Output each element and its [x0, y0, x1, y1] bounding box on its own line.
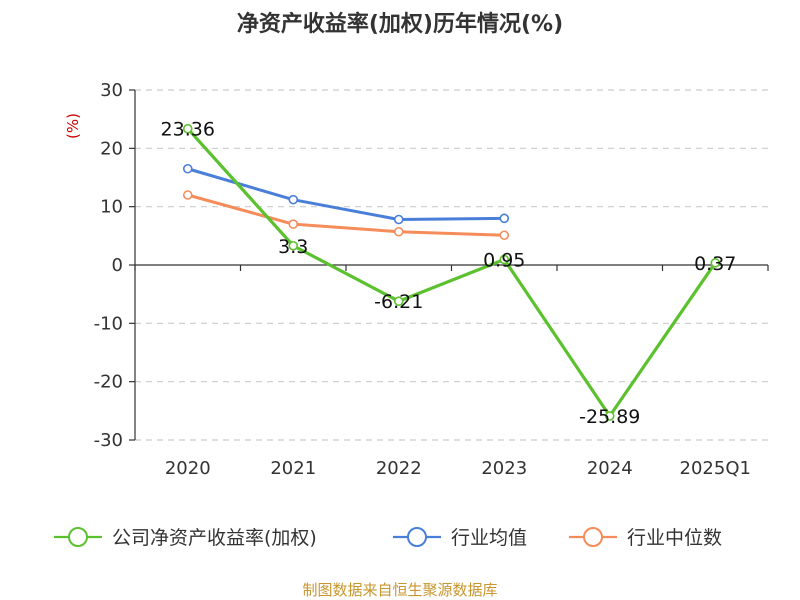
legend-swatch-marker	[407, 527, 427, 547]
series-point	[288, 194, 299, 205]
series-point	[288, 219, 299, 229]
y-tick-label: 0	[112, 255, 123, 276]
series-layer	[182, 123, 721, 421]
series-line	[187, 193, 505, 237]
x-tick-label: 2020	[165, 458, 211, 479]
legend-swatch-marker	[68, 527, 88, 547]
data-label: -6.21	[374, 291, 423, 313]
series-point	[182, 123, 193, 134]
legend: 公司净资产收益率(加权) 行业均值 行业中位数	[54, 527, 722, 549]
series-line	[186, 127, 717, 418]
series-point	[499, 254, 510, 265]
series-point	[499, 230, 510, 241]
x-tick-label: 2021	[270, 458, 316, 479]
series-point	[393, 296, 404, 307]
x-tick-label: 2025Q1	[680, 458, 751, 479]
legend-label: 行业均值	[451, 527, 527, 549]
y-tick-label: -30	[94, 430, 123, 451]
chart-title: 净资产收益率(加权)历年情况(%)	[237, 11, 563, 37]
data-label: -25.89	[579, 406, 640, 428]
y-tick-label: 30	[100, 80, 123, 101]
y-tick-label: 10	[100, 197, 123, 218]
y-tick-label: -10	[94, 313, 123, 334]
x-tick-label: 2023	[481, 458, 527, 479]
series-point	[499, 213, 510, 224]
data-label: 3.3	[278, 236, 308, 258]
series-point	[393, 214, 404, 225]
legend-swatch-marker	[583, 527, 603, 547]
legend-label: 公司净资产收益率(加权)	[112, 527, 317, 549]
data-labels: 23.36 3.3 -6.21 0.95 -25.89 0.37	[161, 119, 737, 428]
series-point	[182, 190, 193, 200]
source-note: 制图数据来自恒生聚源数据库	[302, 581, 497, 599]
y-tick-label: 20	[100, 138, 123, 159]
x-tick-label: 2024	[587, 458, 633, 479]
series-point	[182, 163, 193, 174]
data-label: 0.95	[483, 249, 525, 271]
data-label: 0.37	[694, 253, 736, 275]
series-line	[187, 167, 505, 221]
y-axis-label: (%)	[64, 113, 82, 139]
y-tick-label: -20	[94, 372, 123, 393]
series-point	[604, 411, 615, 421]
data-label: 23.36	[161, 119, 215, 141]
series-point	[710, 258, 721, 268]
x-tick-label: 2022	[376, 458, 422, 479]
axes: 30 20 10 0 -10 -20 -30 2020 2021 2022 2023 2024 2025…	[94, 80, 769, 479]
series-point	[288, 240, 299, 251]
legend-label: 行业中位数	[627, 527, 722, 549]
series-point	[393, 226, 404, 237]
